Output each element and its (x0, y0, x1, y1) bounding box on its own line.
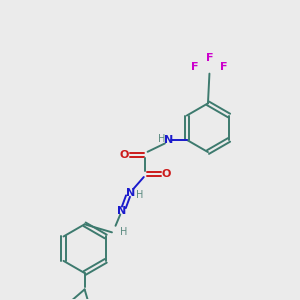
Text: N: N (164, 135, 173, 145)
Text: O: O (162, 169, 171, 179)
Text: O: O (119, 150, 128, 160)
Text: N: N (126, 188, 135, 197)
Text: F: F (220, 62, 227, 72)
Text: H: H (136, 190, 144, 200)
Text: H: H (158, 134, 165, 144)
Text: F: F (191, 62, 199, 72)
Text: F: F (206, 53, 213, 63)
Text: H: H (120, 227, 127, 237)
Text: N: N (117, 206, 127, 216)
